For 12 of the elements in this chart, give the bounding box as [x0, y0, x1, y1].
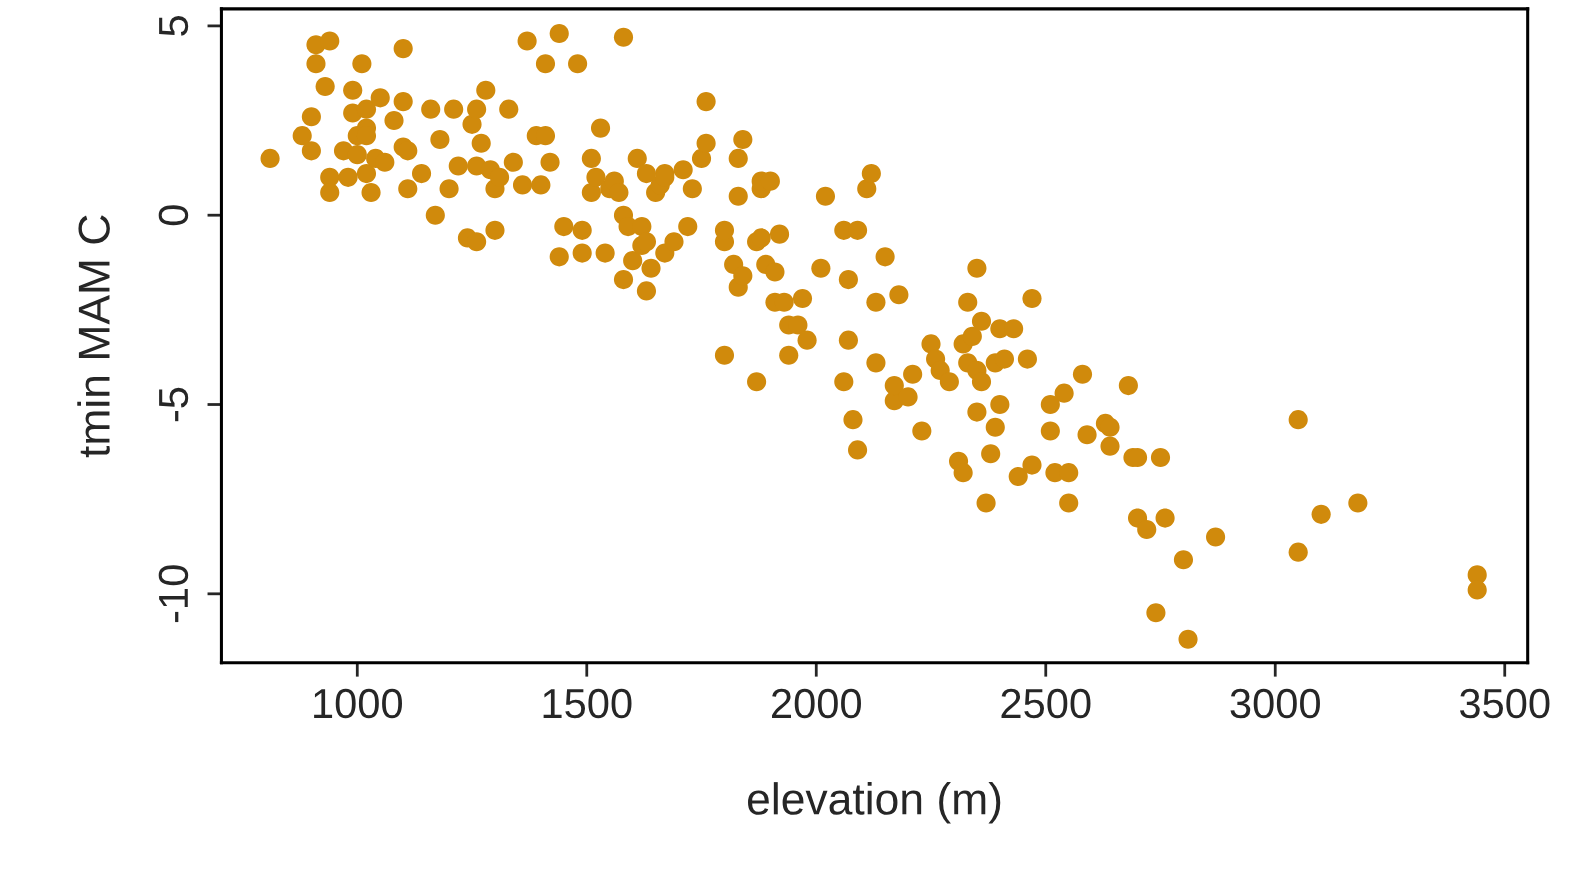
x-tick-label: 3500: [1459, 688, 1550, 719]
x-axis-title: elevation (m): [748, 782, 1001, 824]
x-tick-label: 2500: [1001, 688, 1091, 719]
x-tick-label: 1000: [314, 688, 403, 719]
y-tick-label: 5: [159, 16, 189, 36]
y-tick-label: -10: [158, 565, 189, 623]
y-tick-label: 0: [158, 205, 189, 226]
x-tick-label: 3000: [1230, 688, 1320, 719]
x-tick-label: 2000: [772, 688, 861, 719]
x-tick-label: 1500: [543, 688, 632, 719]
y-tick-label: -5: [159, 387, 189, 422]
y-axis-title: tmin MAM C: [77, 215, 110, 458]
